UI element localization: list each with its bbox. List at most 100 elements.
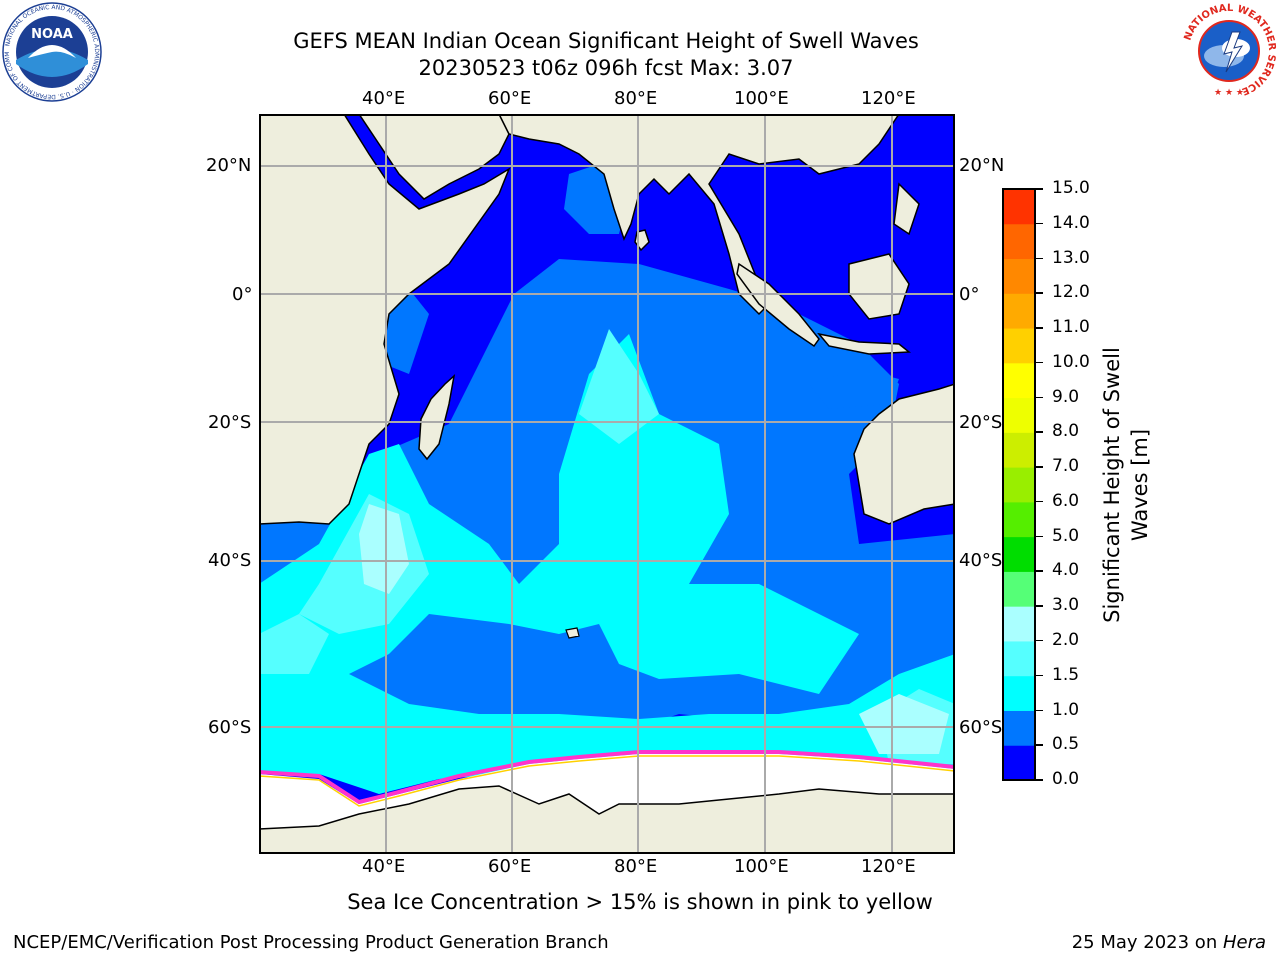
- lon-label-bottom: 40°E: [362, 856, 406, 877]
- lat-label-left: 20°S: [208, 412, 252, 433]
- colorbar-tick-mark: [1036, 292, 1043, 294]
- colorbar-tick-label: 2.0: [1052, 629, 1080, 650]
- kerguelen-island: [565, 627, 580, 639]
- swell-band-0.5-1.0: [809, 369, 899, 409]
- colorbar-segment: [1003, 362, 1035, 399]
- colorbar-tick-label: 5.0: [1052, 525, 1080, 546]
- footer-date: 25 May 2023 on: [1071, 932, 1223, 953]
- colorbar-tick-mark: [1036, 188, 1043, 190]
- chart-title-line1: GEFS MEAN Indian Ocean Significant Heigh…: [293, 29, 919, 53]
- colorbar-segment: [1003, 501, 1035, 538]
- lat-label-left: 40°S: [208, 550, 252, 571]
- colorbar-tick-mark: [1036, 570, 1043, 572]
- lon-label-top: 100°E: [734, 88, 789, 109]
- lat-label-right: 40°S: [959, 550, 1003, 571]
- asia-land: [498, 114, 955, 316]
- footer-left: NCEP/EMC/Verification Post Processing Pr…: [13, 932, 609, 953]
- colorbar-tick-mark: [1036, 500, 1043, 503]
- colorbar-tick-mark: [1036, 327, 1043, 329]
- colorbar-tick-mark: [1036, 674, 1043, 677]
- colorbar-tick-mark: [1036, 535, 1043, 538]
- colorbar-segment: [1003, 189, 1035, 225]
- nws-logo: NATIONAL WEATHER SERVICE ★ ★ ★: [1180, 2, 1278, 100]
- colorbar-tick-label: 0.0: [1052, 769, 1080, 789]
- colorbar-segment: [1003, 571, 1035, 607]
- swell-band-1.0-1.5: [259, 334, 859, 694]
- madagascar-land: [418, 374, 456, 461]
- lon-label-bottom: 60°E: [488, 856, 532, 877]
- lon-label-bottom: 100°E: [734, 856, 789, 877]
- lon-label-top: 40°E: [362, 88, 406, 109]
- lon-label-bottom: 120°E: [861, 856, 916, 877]
- colorbar-segment: [1003, 432, 1035, 468]
- lat-label-right: 0°: [959, 284, 980, 305]
- colorbar-tick-label: 8.0: [1052, 421, 1080, 442]
- colorbar-tick-mark: [1036, 361, 1043, 364]
- sea-ice-edge: [259, 750, 955, 805]
- colorbar-segment: [1003, 606, 1035, 642]
- lat-label-right: 20°S: [959, 412, 1003, 433]
- swell-band-2.0-3.0: [359, 504, 409, 594]
- colorbar-tick-label: 0.5: [1052, 734, 1080, 755]
- swell-band-1.5-2.0: [259, 614, 329, 674]
- colorbar-label-line2: Waves [m]: [1128, 428, 1152, 542]
- sea-ice-caption: Sea Ice Concentration > 15% is shown in …: [347, 890, 933, 914]
- colorbar-tick-mark: [1036, 709, 1043, 711]
- swell-height-map: [259, 114, 955, 854]
- lat-label-left: 20°N: [206, 155, 252, 176]
- colorbar-segment: [1003, 467, 1035, 503]
- colorbar-tick-mark: [1036, 639, 1043, 642]
- colorbar-segment: [1003, 223, 1035, 260]
- lat-label-left: 60°S: [208, 717, 252, 738]
- noaa-wordmark: NOAA: [31, 27, 73, 42]
- colorbar-segment: [1003, 745, 1035, 781]
- lon-label-top: 120°E: [861, 88, 916, 109]
- colorbar-tick-label: 14.0: [1052, 212, 1090, 233]
- colorbar-tick-label: 9.0: [1052, 386, 1080, 407]
- lat-label-left: 0°: [232, 284, 253, 305]
- maritime-continent-land: [893, 182, 920, 236]
- svg-text:★ ★ ★: ★ ★ ★: [1214, 88, 1244, 98]
- colorbar-tick-label: 6.0: [1052, 490, 1080, 511]
- chart-title-line2: 20230523 t06z 096h fcst Max: 3.07: [418, 56, 794, 80]
- footer-host: Hera: [1222, 932, 1266, 953]
- map-frame: [259, 114, 955, 854]
- colorbar-tick-mark: [1036, 466, 1043, 468]
- colorbar-segment: [1003, 293, 1035, 329]
- colorbar-tick-label: 3.0: [1052, 595, 1080, 616]
- noaa-logo: NATIONAL OCEANIC AND ATMOSPHERIC ADMINIS…: [0, 0, 102, 102]
- lon-label-top: 80°E: [614, 88, 658, 109]
- colorbar-tick-label: 15.0: [1052, 178, 1090, 198]
- colorbar-tick-label: 10.0: [1052, 351, 1090, 372]
- colorbar-segment: [1003, 397, 1035, 433]
- colorbar-label: Significant Height of Swell Waves [m]: [1098, 325, 1158, 645]
- colorbar-segment: [1003, 536, 1035, 572]
- map-gridlines: [259, 114, 955, 854]
- swell-band-2.0-3.0: [859, 694, 949, 754]
- colorbar-tick-label: 11.0: [1052, 317, 1090, 338]
- colorbar-tick-label: 7.0: [1052, 456, 1080, 477]
- colorbar-tick-mark: [1036, 396, 1043, 399]
- sea-ice-edge: [259, 755, 955, 807]
- colorbar-tick-mark: [1036, 605, 1043, 607]
- colorbar-segment: [1003, 328, 1035, 364]
- colorbar-label-line1: Significant Height of Swell: [1100, 347, 1124, 623]
- lon-label-bottom: 80°E: [614, 856, 658, 877]
- colorbar-segment: [1003, 640, 1035, 677]
- lat-label-right: 60°S: [959, 717, 1003, 738]
- maritime-continent-land: [817, 332, 912, 355]
- colorbar-tick-mark: [1036, 222, 1043, 225]
- colorbar-tick-mark: [1036, 779, 1043, 781]
- colorbar-tick-label: 1.5: [1052, 664, 1080, 685]
- colorbar-segment: [1003, 258, 1035, 294]
- colorbar-tick-label: 12.0: [1052, 282, 1090, 303]
- antarctica-land: [259, 785, 955, 854]
- colorbar-tick-label: 1.0: [1052, 699, 1080, 720]
- colorbar-tick-label: 4.0: [1052, 560, 1080, 581]
- colorbar: [1002, 188, 1036, 781]
- australia-land: [853, 383, 955, 525]
- lon-label-top: 60°E: [488, 88, 532, 109]
- colorbar-tick-label: 13.0: [1052, 247, 1090, 268]
- footer-right: 25 May 2023 on Hera: [1072, 932, 1266, 953]
- lat-label-right: 20°N: [959, 155, 1005, 176]
